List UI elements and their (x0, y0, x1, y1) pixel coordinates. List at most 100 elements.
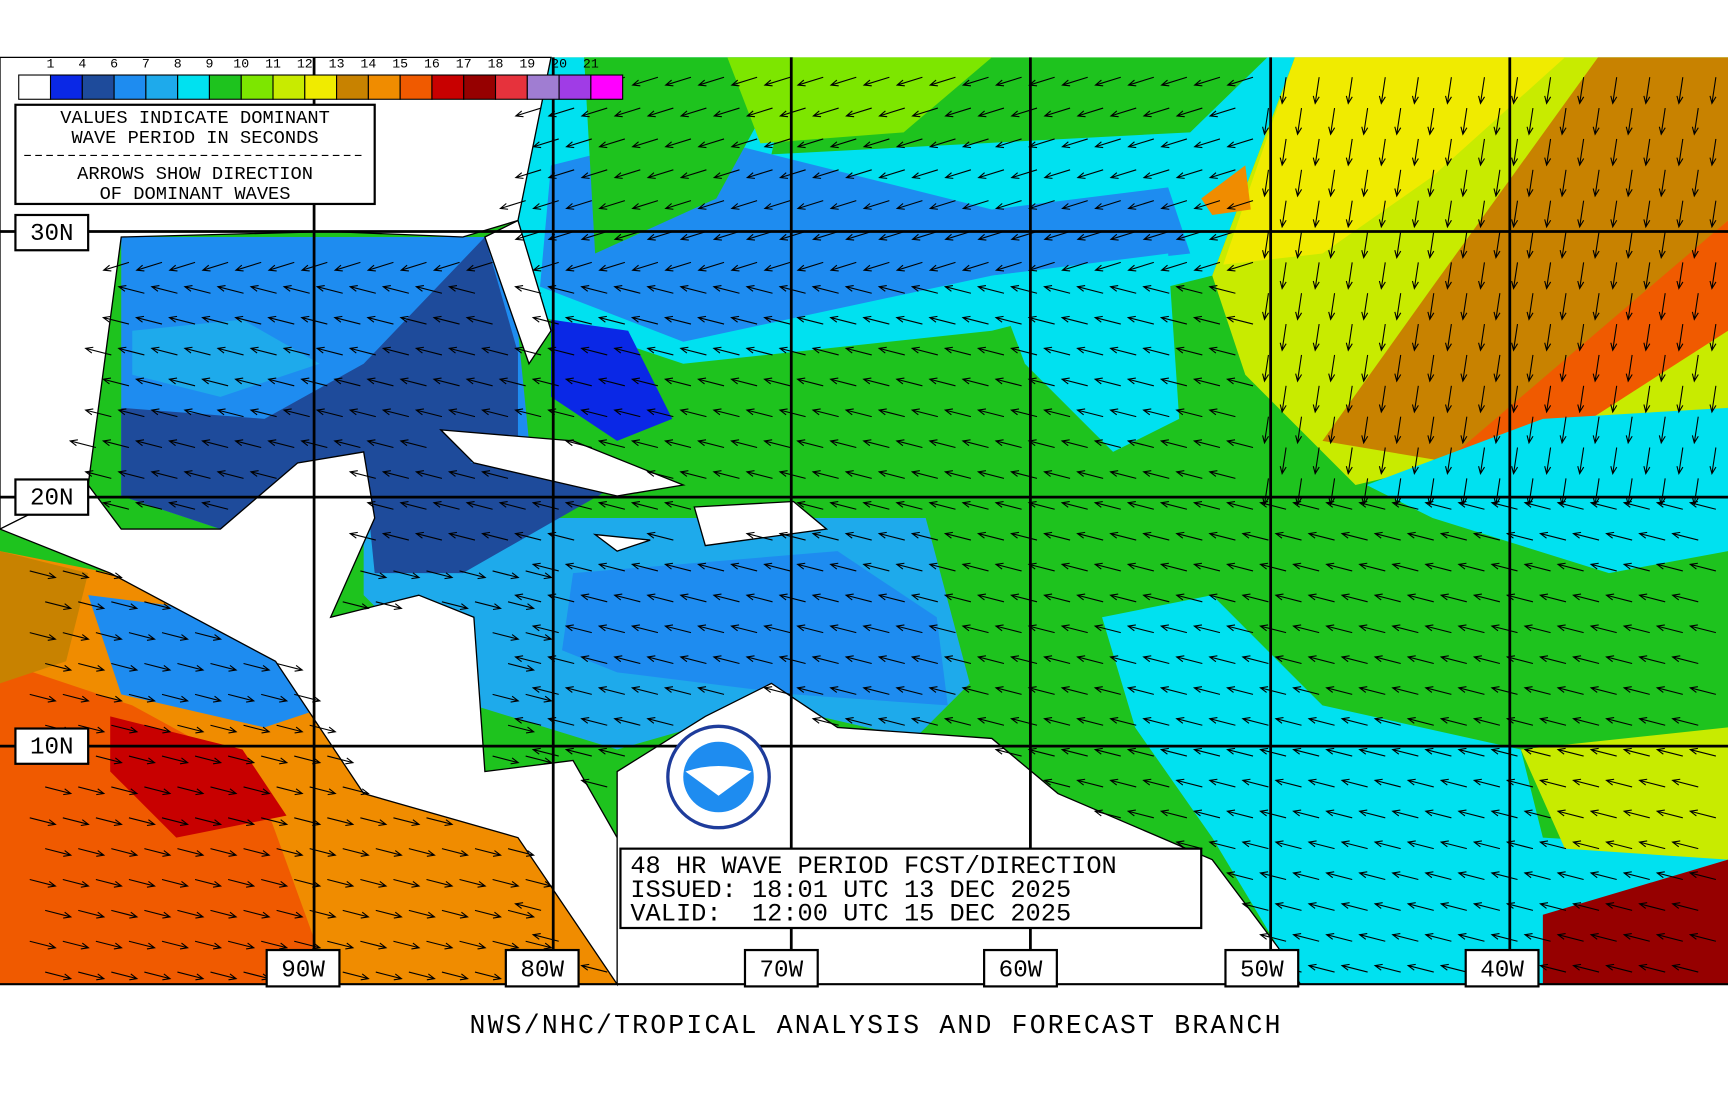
wave-arrow (712, 346, 740, 356)
wave-arrow (111, 724, 139, 734)
legend-label: 9 (205, 57, 213, 72)
wave-arrow (1424, 562, 1452, 572)
wave-arrow (1709, 447, 1717, 476)
forecast-issued: ISSUED: 18:01 UTC 13 DEC 2025 (630, 876, 1071, 905)
wave-arrow (663, 562, 692, 572)
wave-arrow (796, 200, 824, 210)
wave-arrow (613, 655, 641, 665)
wave-arrow (630, 562, 659, 572)
wave-arrow (1312, 447, 1320, 476)
wave-arrow (1378, 200, 1386, 229)
legend-swatch (558, 74, 592, 100)
wave-arrow (613, 716, 641, 726)
wave-arrow (679, 408, 707, 418)
wave-arrow (62, 878, 90, 888)
wave-arrow (399, 261, 427, 272)
wave-arrow (829, 562, 857, 572)
wave-arrow (135, 261, 163, 272)
wave-arrow (994, 261, 1022, 272)
wave-arrow (1572, 840, 1600, 850)
wave-arrow (697, 686, 725, 695)
wave-arrow (1505, 593, 1534, 603)
wave-arrow (1544, 262, 1552, 290)
wave-arrow (580, 716, 608, 726)
wave-arrow (796, 377, 824, 387)
wave-arrow (1622, 562, 1650, 572)
wave-arrow (1709, 262, 1717, 290)
wave-arrow (315, 408, 343, 418)
wave-arrow (1241, 655, 1269, 665)
wave-arrow (877, 284, 905, 294)
wave-arrow (1625, 231, 1633, 260)
wave-arrow (1126, 624, 1154, 634)
wave-arrow (101, 500, 130, 510)
wave-arrow (1556, 500, 1584, 510)
wave-arrow (1688, 932, 1717, 942)
wave-arrow (498, 377, 526, 387)
wave-arrow (135, 377, 163, 387)
wave-arrow (441, 971, 469, 981)
wave-arrow (895, 686, 923, 695)
wave-arrow (1688, 809, 1717, 819)
wave-arrow (84, 408, 112, 418)
wave-arrow (895, 500, 923, 510)
wave-arrow (1709, 385, 1717, 414)
wave-arrow (1406, 840, 1434, 850)
wave-arrow (1592, 293, 1600, 321)
wave-arrow (1511, 447, 1519, 476)
wave-arrow (944, 169, 972, 179)
wave-arrow (447, 470, 476, 479)
wave-arrow (1126, 562, 1154, 572)
wave-arrow (243, 662, 271, 672)
wave-arrow (1175, 408, 1203, 418)
wave-arrow (1226, 138, 1254, 149)
wave-arrow (1589, 932, 1617, 942)
wave-arrow (261, 940, 289, 950)
wave-arrow (1709, 77, 1717, 105)
wave-arrow (1544, 323, 1552, 352)
wave-arrow (1478, 385, 1485, 414)
wave-arrow (1328, 107, 1336, 136)
wave-arrow (796, 261, 824, 272)
wave-arrow (261, 817, 289, 827)
wave-arrow (267, 315, 295, 325)
wave-arrow (342, 848, 370, 857)
wave-arrow (1126, 315, 1154, 325)
wave-arrow (481, 408, 509, 418)
wave-arrow (1490, 500, 1518, 510)
wave-arrow (68, 439, 97, 449)
wave-arrow (1671, 531, 1699, 541)
wave-arrow (399, 377, 427, 387)
wave-arrow (1325, 562, 1353, 572)
wave-arrow (1676, 77, 1684, 105)
wave-arrow (763, 686, 791, 695)
wave-arrow (1292, 871, 1320, 881)
note: VALUES INDICATE DOMINANT (60, 107, 330, 129)
wave-arrow (1010, 655, 1038, 665)
wave-arrow (878, 107, 905, 118)
wave-arrow (796, 686, 824, 695)
wave-arrow (1358, 500, 1386, 510)
wave-arrow (210, 971, 238, 981)
wave-arrow (1424, 871, 1452, 881)
note: OF DOMINANT WAVES (100, 183, 291, 205)
wave-arrow (664, 200, 692, 210)
legend-label: 4 (78, 57, 86, 72)
wave-arrow (1577, 138, 1585, 167)
wave-arrow (976, 531, 1005, 541)
wave-arrow (1373, 593, 1401, 603)
wave-arrow (1043, 346, 1071, 356)
wave-arrow (1589, 747, 1617, 757)
wave-arrow (1010, 531, 1038, 541)
wave-arrow (1109, 408, 1137, 418)
wave-arrow (194, 817, 223, 827)
wave-arrow (1526, 416, 1534, 445)
wave-arrow (194, 940, 223, 950)
wave-arrow (525, 940, 553, 950)
wave-arrow (1093, 439, 1121, 449)
wave-arrow (613, 408, 641, 418)
wave-arrow (796, 500, 824, 510)
wave-arrow (580, 963, 608, 973)
graticule (0, 57, 1728, 986)
wave-arrow (910, 531, 938, 541)
